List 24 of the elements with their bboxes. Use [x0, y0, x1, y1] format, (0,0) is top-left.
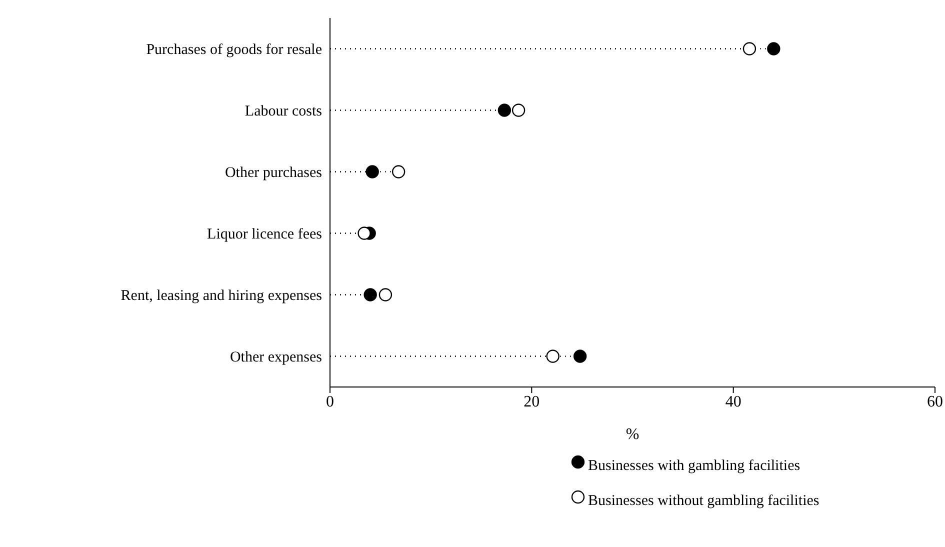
y-tick-label: Other expenses — [230, 350, 322, 366]
point — [366, 165, 379, 178]
point — [378, 288, 392, 302]
y-tick-label: Liquor licence fees — [207, 226, 322, 243]
y-tick-label: Other purchases — [224, 165, 322, 182]
point — [498, 104, 512, 117]
point — [546, 350, 560, 363]
y-tick-label: Labour costs — [244, 104, 322, 120]
x-axis-title: % — [626, 426, 640, 443]
point — [358, 226, 371, 240]
point — [573, 350, 587, 363]
x-tick-label: 60 — [927, 393, 943, 410]
point — [364, 288, 377, 302]
point — [392, 165, 406, 178]
legend-label: Businesses with gambling facilities — [588, 458, 800, 475]
point — [742, 42, 756, 56]
y-tick-label: Purchases of goods for resale — [146, 42, 322, 58]
legend-label: Businesses without gambling facilities — [588, 493, 820, 510]
x-tick-label: 40 — [725, 393, 742, 410]
point — [767, 42, 780, 56]
y-tick-label: Rent, leasing and hiring expenses — [120, 288, 322, 304]
point — [512, 104, 526, 117]
x-tick-label: 0 — [326, 393, 334, 410]
x-tick-label: 20 — [524, 393, 540, 410]
